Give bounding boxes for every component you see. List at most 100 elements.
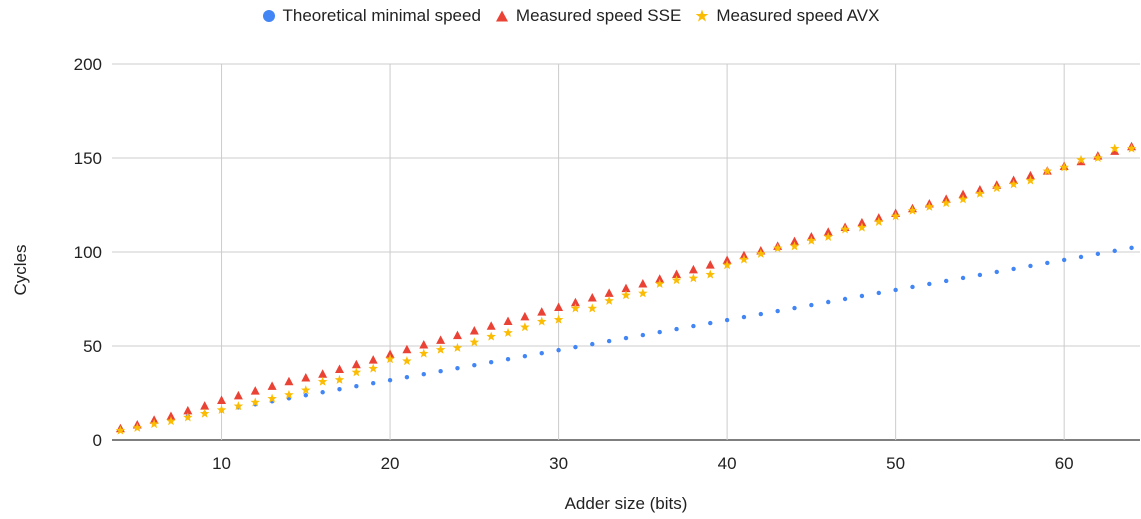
legend-label-sse: Measured speed SSE	[515, 6, 682, 25]
sse-point	[250, 386, 260, 395]
theoretical-point	[522, 353, 528, 359]
avx-point	[789, 241, 800, 251]
theoretical-point	[724, 317, 730, 323]
y-tick-label: 150	[74, 149, 102, 168]
sse-point	[486, 321, 496, 330]
x-tick-label: 60	[1055, 454, 1074, 473]
avx-point	[907, 205, 918, 215]
sse-point	[183, 405, 193, 415]
theoretical-point	[488, 359, 494, 365]
sse-point	[402, 344, 412, 354]
sse-point	[217, 395, 227, 405]
avx-point	[992, 183, 1002, 193]
sse-point	[233, 390, 243, 400]
sse-point	[503, 316, 513, 326]
theoretical-point	[691, 323, 696, 329]
avx-point	[1059, 162, 1069, 172]
avx-point	[1126, 143, 1137, 153]
avx-point	[402, 356, 412, 366]
avx-point	[351, 367, 362, 377]
theoretical-point	[775, 308, 780, 314]
theoretical-point	[1095, 251, 1101, 257]
x-axis-title: Adder size (bits)	[565, 494, 688, 513]
theoretical-point	[826, 299, 831, 305]
avx-point	[874, 216, 884, 226]
theoretical-point	[590, 341, 595, 347]
legend-label-avx: Measured speed AVX	[716, 6, 880, 25]
avx-point	[503, 327, 513, 337]
avx-point	[233, 401, 244, 411]
theoretical-point	[421, 372, 426, 377]
avx-point	[654, 278, 665, 289]
sse-point	[436, 335, 446, 344]
theoretical-point	[320, 390, 325, 395]
avx-point	[958, 194, 968, 204]
legend: Theoretical minimal speed Measured speed…	[0, 6, 1141, 26]
avx-point	[452, 342, 463, 352]
theoretical-point	[371, 381, 376, 386]
x-tick-label: 20	[381, 454, 400, 473]
avx-point	[486, 331, 496, 341]
theoretical-point	[404, 375, 410, 380]
sse-point	[301, 372, 311, 382]
sse-point	[587, 293, 597, 302]
y-tick-label: 100	[74, 243, 102, 262]
theoretical-point	[1112, 248, 1117, 254]
theoretical-point	[505, 356, 511, 362]
theoretical-point	[1061, 257, 1067, 263]
sse-point	[267, 381, 277, 390]
theoretical-point	[927, 281, 932, 287]
theoretical-point	[842, 296, 848, 302]
theoretical-point	[387, 378, 393, 383]
sse-point	[452, 330, 462, 340]
avx-point	[267, 393, 277, 403]
sse-point	[570, 297, 580, 307]
sse-point	[200, 401, 210, 410]
avx-point	[536, 316, 547, 326]
sse-point	[368, 355, 378, 364]
avx-point	[1109, 143, 1120, 153]
sse-point	[638, 278, 648, 288]
sse-point	[790, 236, 800, 246]
avx-point	[840, 224, 850, 234]
avx-point	[469, 337, 480, 347]
sse-point	[655, 274, 665, 283]
avx-point	[705, 269, 716, 279]
sse-point	[823, 227, 833, 236]
avx-point	[1076, 154, 1086, 164]
theoretical-point	[741, 314, 747, 320]
sse-point	[705, 260, 715, 269]
sse-point	[537, 307, 547, 316]
x-tick-label: 40	[718, 454, 737, 473]
theoretical-point	[977, 272, 983, 278]
avx-point	[688, 273, 699, 283]
avx-point	[520, 322, 530, 332]
theoretical-point	[910, 284, 915, 290]
sse-point	[621, 283, 631, 293]
theoretical-point	[893, 287, 898, 293]
avx-point	[890, 211, 901, 221]
avx-point	[587, 303, 598, 313]
theoretical-point	[640, 332, 646, 338]
theoretical-point	[354, 384, 359, 389]
avx-point	[739, 254, 749, 264]
theoretical-point	[994, 269, 999, 275]
theoretical-point	[1011, 266, 1016, 272]
avx-point	[570, 303, 581, 313]
avx-point	[621, 290, 631, 300]
legend-label-theoretical: Theoretical minimal speed	[282, 6, 481, 25]
sse-point	[958, 189, 968, 199]
data-points	[115, 141, 1137, 435]
theoretical-point	[1078, 254, 1084, 260]
sse-point	[722, 255, 732, 264]
avx-point	[924, 201, 935, 211]
avx-point	[772, 243, 783, 253]
grid-lines	[112, 63, 1140, 441]
theoretical-point	[438, 368, 443, 374]
theoretical-point	[758, 311, 764, 317]
avx-point	[857, 222, 867, 232]
avx-point	[183, 412, 193, 422]
x-tick-label: 10	[212, 454, 231, 473]
avx-point	[604, 295, 614, 305]
star-marker-icon	[695, 9, 709, 22]
